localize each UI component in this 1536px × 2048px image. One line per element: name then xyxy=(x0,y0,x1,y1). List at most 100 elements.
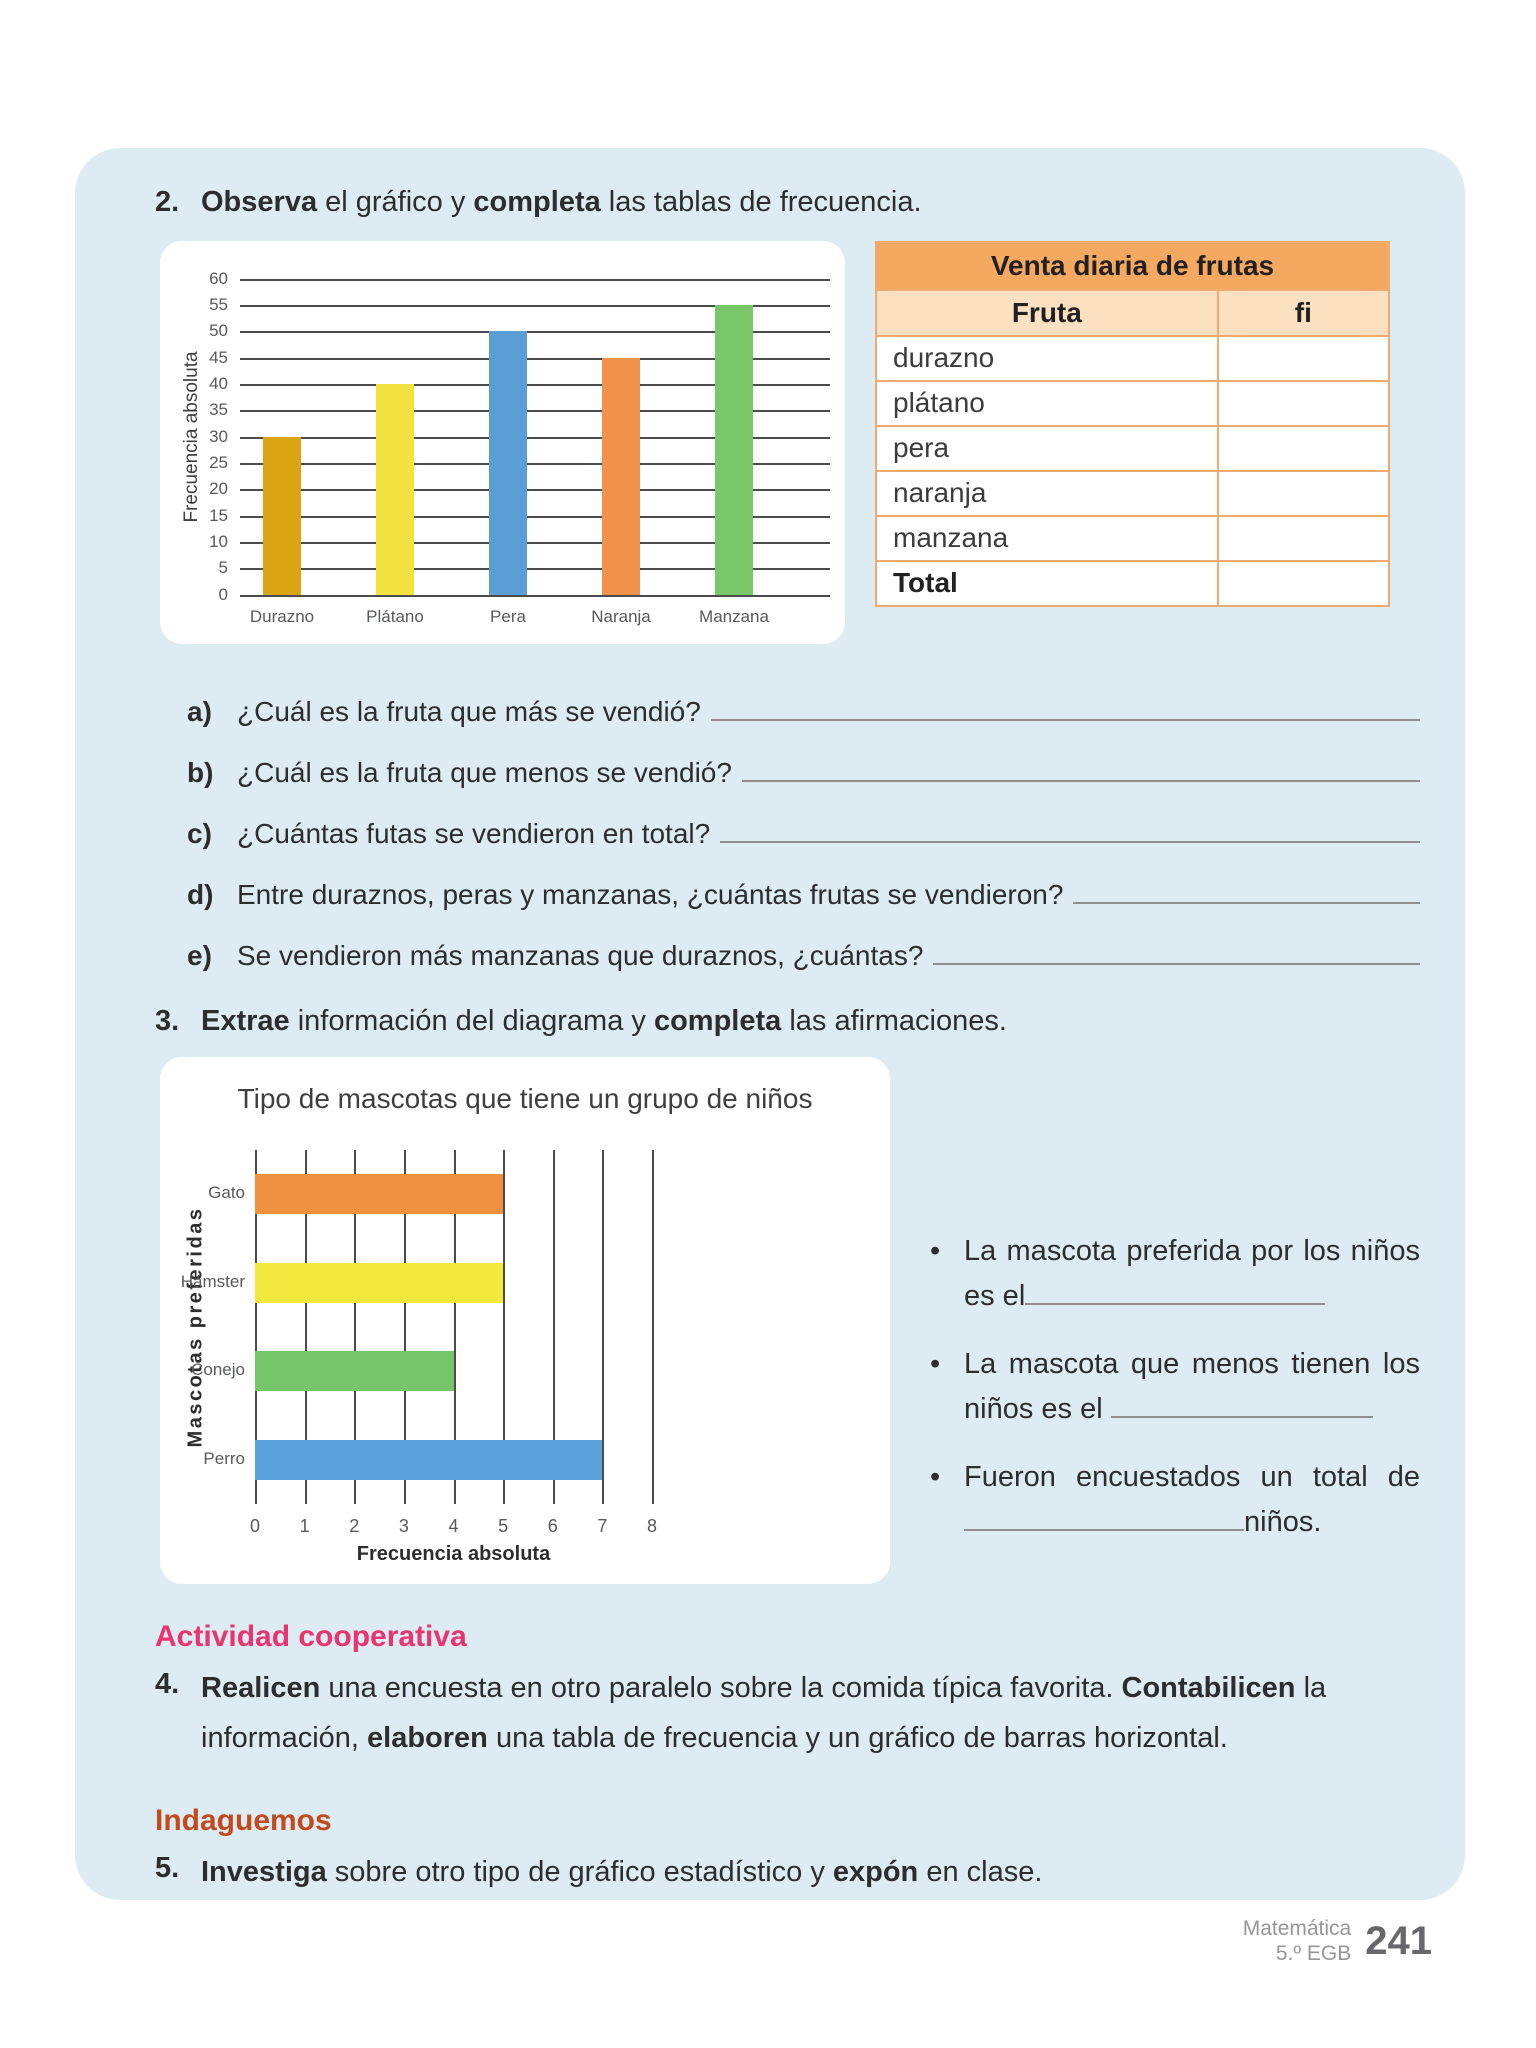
x-tick-label: 4 xyxy=(448,1516,459,1537)
answer-blank[interactable] xyxy=(720,840,1420,843)
question-e: e) Se vendieron más manzanas que durazno… xyxy=(187,940,1420,972)
question-c: c) ¿Cuántas futas se vendieron en total? xyxy=(187,818,1420,850)
table-row: manzana xyxy=(875,514,1391,562)
x-category-label: Manzana xyxy=(699,606,769,626)
bar-platano xyxy=(376,383,414,595)
bar-gato xyxy=(255,1174,504,1215)
cooperative-activity-heading: Actividad cooperativa xyxy=(155,1620,467,1654)
question-d: d) Entre duraznos, peras y manzanas, ¿cu… xyxy=(187,879,1420,911)
statement-3: • Fueron encuestados un total de niños. xyxy=(930,1455,1420,1545)
page-number: 241 xyxy=(1365,1918,1432,1963)
y-category-label: Gato xyxy=(208,1183,245,1203)
bar-manzana xyxy=(715,304,753,595)
x-category-label: Plátano xyxy=(366,606,424,626)
gridline xyxy=(240,304,830,307)
bar-durazno xyxy=(263,436,301,595)
x-category-label: Naranja xyxy=(591,606,651,626)
y-category-label: Conejo xyxy=(191,1360,245,1380)
chart-plot-area: 0 1 2 3 4 5 6 7 8 xyxy=(250,1150,657,1536)
fruit-sales-bar-chart: Frecuencia absoluta 0 5 10 15 20 25 30 35 40 45 50… xyxy=(160,240,845,644)
column-header-fruta: Fruta xyxy=(875,288,1219,337)
gridline xyxy=(652,1150,654,1505)
y-tick-label: 55 xyxy=(209,294,228,314)
x-axis-label: Frecuencia absoluta xyxy=(356,1543,551,1566)
answer-blank[interactable] xyxy=(933,962,1420,965)
indaguemos-heading: Indaguemos xyxy=(155,1803,332,1837)
gridline xyxy=(354,1150,357,1505)
x-category-label: Durazno xyxy=(249,606,315,626)
gridline xyxy=(240,383,830,386)
x-tick-label: 8 xyxy=(646,1516,658,1537)
gridline xyxy=(304,1150,307,1505)
page-footer: Matemática 5.º EGB 241 xyxy=(1243,1916,1432,1966)
exercise-4-text: Realicen una encuesta en otro paralelo s… xyxy=(201,1672,1327,1755)
bullet-icon: • xyxy=(930,1460,941,1493)
questions-list: a) ¿Cuál es la fruta que más se vendió? … xyxy=(187,696,1420,972)
bar-hamster xyxy=(255,1262,504,1303)
exercise-3-number: 3. xyxy=(155,1004,180,1037)
y-tick-label: 20 xyxy=(209,479,228,499)
gridline xyxy=(403,1150,406,1505)
exercise-2-number: 2. xyxy=(155,186,180,218)
row-label: durazno xyxy=(875,334,1219,382)
row-value-cell[interactable] xyxy=(1216,379,1391,427)
gridline xyxy=(453,1150,456,1505)
answer-blank[interactable] xyxy=(964,1502,1244,1531)
exercise-2-text: Observa el gráfico y completa las tablas… xyxy=(201,186,922,218)
y-tick-label: 60 xyxy=(209,268,228,288)
answer-blank[interactable] xyxy=(1025,1276,1326,1306)
row-label: naranja xyxy=(875,469,1219,517)
answer-blank[interactable] xyxy=(1073,901,1420,904)
question-text: ¿Cuál es la fruta que menos se vendió? xyxy=(237,756,732,788)
gridline xyxy=(240,489,830,492)
table-row: pera xyxy=(875,424,1391,472)
row-label: plátano xyxy=(875,379,1219,427)
total-value-cell[interactable] xyxy=(1216,559,1391,607)
question-text: ¿Cuál es la fruta que más se vendió? xyxy=(237,695,701,727)
chart-title: Tipo de mascotas que tiene un grupo de n… xyxy=(237,1083,813,1115)
bullet-icon: • xyxy=(930,1235,941,1268)
question-b: b) ¿Cuál es la fruta que menos se vendió… xyxy=(187,757,1420,789)
x-tick-label: 0 xyxy=(249,1516,261,1537)
book-subject: Matemática 5.º EGB xyxy=(1242,1917,1352,1966)
y-tick-label: 25 xyxy=(209,452,228,472)
total-label: Total xyxy=(875,559,1219,607)
row-value-cell[interactable] xyxy=(1216,424,1391,472)
table-row: durazno xyxy=(875,334,1391,382)
exercise-5: 5. Investiga sobre otro tipo de gráfico … xyxy=(155,1848,1420,1898)
row-value-cell[interactable] xyxy=(1216,469,1391,517)
question-text: Se vendieron más manzanas que duraznos, … xyxy=(237,939,924,971)
gridline xyxy=(240,568,830,571)
question-a: a) ¿Cuál es la fruta que más se vendió? xyxy=(187,696,1420,728)
x-tick-label: 2 xyxy=(349,1516,360,1537)
y-category-label: Hámster xyxy=(180,1271,245,1291)
fruit-frequency-table: Venta diaria de frutas Fruta fi durazno … xyxy=(875,240,1391,607)
row-value-cell[interactable] xyxy=(1216,334,1391,382)
answer-blank[interactable] xyxy=(1110,1389,1373,1418)
answer-blank[interactable] xyxy=(741,779,1420,782)
y-tick-label: 30 xyxy=(209,426,228,446)
gridline xyxy=(602,1150,605,1505)
x-tick-label: 3 xyxy=(398,1516,409,1537)
row-label: manzana xyxy=(875,514,1219,562)
table-title: Venta diaria de frutas xyxy=(875,240,1390,291)
gridline xyxy=(240,515,830,518)
exercise-4: 4. Realicen una encuesta en otro paralel… xyxy=(155,1664,1420,1764)
chart-plot-area: 0 5 10 15 20 25 30 35 40 45 50 55 60 xyxy=(209,269,830,604)
exercise-5-number: 5. xyxy=(155,1851,180,1884)
x-tick-label: 6 xyxy=(547,1516,558,1537)
gridline xyxy=(255,1150,257,1505)
exercise-2-heading: 2. Observa el gráfico y completa las tab… xyxy=(155,182,1420,223)
table-row: naranja xyxy=(875,469,1391,517)
answer-blank[interactable] xyxy=(710,718,1420,721)
exercise-4-number: 4. xyxy=(155,1668,180,1701)
y-tick-label: 0 xyxy=(218,584,228,604)
row-value-cell[interactable] xyxy=(1216,514,1391,562)
y-category-label: Perro xyxy=(203,1448,245,1468)
table-row: plátano xyxy=(875,379,1391,427)
chart2-and-bullets-row: Tipo de mascotas que tiene un grupo de n… xyxy=(160,1057,1420,1585)
gridline xyxy=(240,436,830,439)
y-tick-label: 45 xyxy=(209,347,228,367)
gridline xyxy=(552,1150,555,1505)
question-text: Entre duraznos, peras y manzanas, ¿cuánt… xyxy=(237,878,1064,910)
